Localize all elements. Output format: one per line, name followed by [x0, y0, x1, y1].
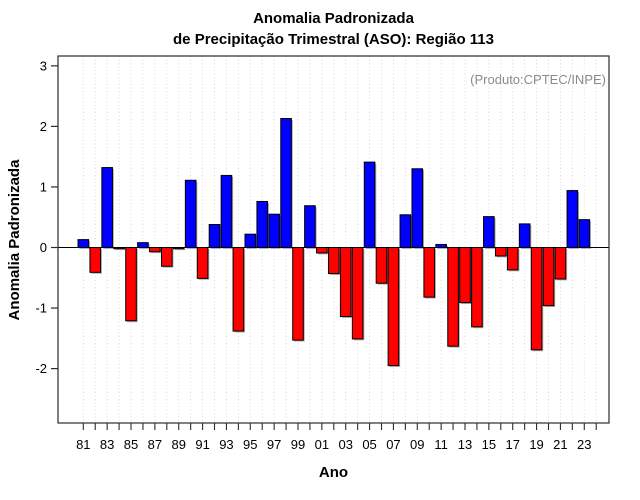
- x-tick-label: 13: [458, 437, 472, 452]
- bar-2001: [316, 247, 328, 254]
- x-tick-label: 95: [243, 437, 257, 452]
- bar-1987: [149, 247, 161, 253]
- bar-1998: [280, 118, 292, 248]
- bar-1983: [101, 167, 113, 249]
- y-tick-label: 3: [40, 58, 47, 73]
- bar-2017: [506, 247, 519, 271]
- bar-2012: [447, 247, 459, 347]
- bar-shadow: [115, 248, 126, 251]
- bar-1999: [292, 247, 304, 341]
- bar-2021: [554, 247, 567, 280]
- bar-1994: [232, 247, 245, 332]
- x-tick-label: 05: [362, 437, 376, 452]
- x-tick-label: 91: [195, 437, 209, 452]
- x-tick-label: 83: [100, 437, 114, 452]
- bar-1981: [77, 239, 90, 248]
- x-tick-label: 17: [505, 437, 519, 452]
- chart-title-line1: Anomalia Padronizada: [253, 10, 414, 27]
- bar-2006: [375, 247, 388, 284]
- bar-1986: [137, 242, 149, 249]
- bar-2010: [423, 247, 436, 298]
- bar-2018: [518, 223, 531, 248]
- x-tick-label: 01: [315, 437, 329, 452]
- bar-2008: [399, 214, 412, 248]
- x-tick-label: 21: [553, 437, 567, 452]
- y-tick-label: 2: [40, 119, 47, 134]
- bar-2004: [351, 247, 364, 340]
- bar-2003: [339, 247, 352, 318]
- bar-2005: [363, 161, 376, 248]
- x-tick-label: 85: [124, 437, 138, 452]
- bar-1988: [160, 247, 173, 267]
- x-tick-label: 03: [338, 437, 352, 452]
- x-tick-label: 93: [219, 437, 233, 452]
- chart-title: Anomalia Padronizada de Precipitação Tri…: [58, 8, 609, 50]
- bar-1992: [208, 223, 221, 248]
- bar-1991: [196, 247, 209, 279]
- bar-2014: [471, 247, 483, 328]
- bar-2002: [327, 247, 340, 275]
- x-tick-label: 09: [410, 437, 424, 452]
- bar-1995: [244, 233, 257, 249]
- bar-2000: [304, 205, 316, 249]
- source-annotation: (Produto:CPTEC/INPE): [470, 72, 606, 87]
- x-tick-label: 19: [529, 437, 543, 452]
- bar-2019: [530, 247, 543, 351]
- y-tick-label: -1: [35, 301, 47, 316]
- chart-title-line2: de Precipitação Trimestral (ASO): Região…: [173, 31, 494, 48]
- x-tick-label: 89: [171, 437, 185, 452]
- bar-2007: [387, 247, 400, 367]
- x-tick-label: 23: [577, 437, 591, 452]
- y-tick-label: 0: [40, 240, 47, 255]
- bar-1997: [268, 213, 280, 248]
- bar-2015: [483, 216, 495, 249]
- x-tick-label: 97: [267, 437, 281, 452]
- bar-2022: [566, 190, 579, 248]
- bar-1993: [220, 174, 233, 248]
- bar-1996: [256, 200, 269, 248]
- y-tick-label: -2: [35, 361, 47, 376]
- x-axis-label: Ano: [318, 464, 349, 481]
- bar-2020: [542, 247, 555, 307]
- bar-shadow: [174, 248, 186, 251]
- y-tick-label: 1: [40, 179, 47, 194]
- x-tick-label: 07: [386, 437, 400, 452]
- bar-1985: [125, 247, 137, 322]
- bar-2009: [411, 168, 424, 248]
- x-tick-label: 87: [148, 437, 162, 452]
- x-tick-label: 11: [434, 437, 448, 452]
- bar-1990: [184, 179, 197, 249]
- bar-2023: [578, 219, 591, 249]
- bar-2016: [494, 247, 507, 257]
- bar-2013: [459, 247, 471, 304]
- bar-1982: [89, 247, 102, 273]
- x-tick-label: 15: [482, 437, 496, 452]
- x-tick-label: 99: [291, 437, 305, 452]
- x-tick-label: 81: [76, 437, 90, 452]
